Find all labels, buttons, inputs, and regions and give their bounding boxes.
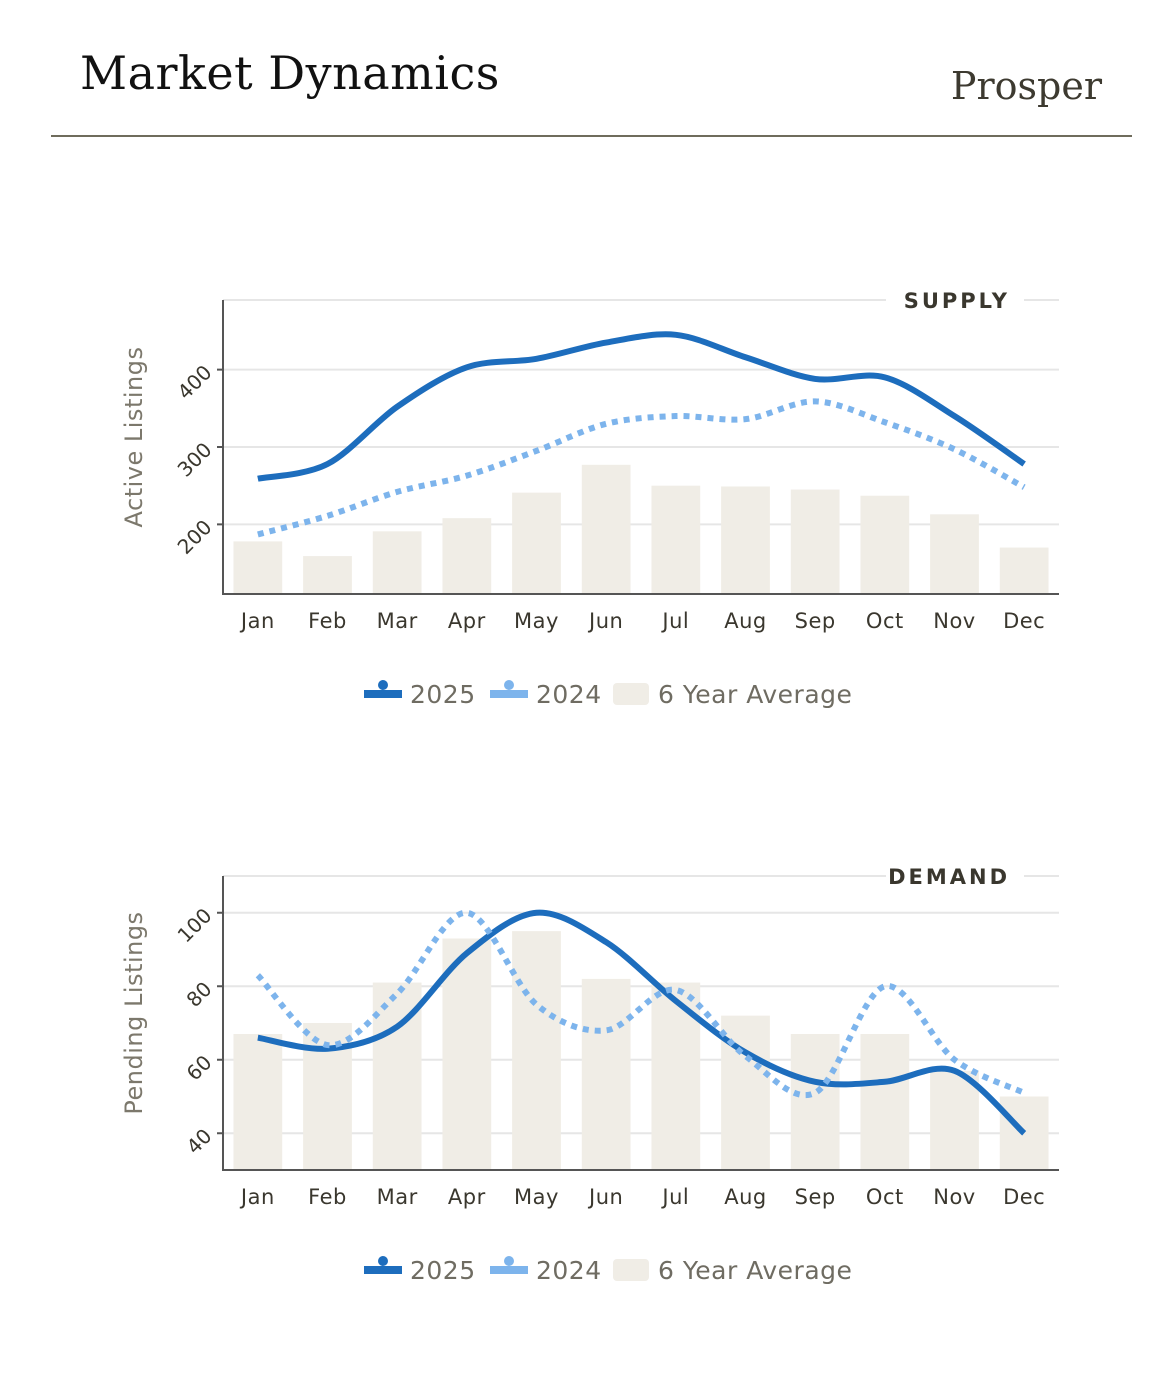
y-tick-label: 80 [182, 977, 217, 1012]
bar-jul [651, 485, 701, 594]
dotted-line-marker-icon [490, 1266, 528, 1274]
line-series-2024 [255, 909, 1026, 1098]
chart-title: SUPPLY [904, 289, 1010, 313]
bar-sep [790, 489, 840, 594]
x-tick-label-nov: Nov [933, 609, 976, 633]
y-tick-label: 100 [173, 903, 217, 947]
legend-marker-dot [378, 1256, 388, 1266]
chart-title: DEMAND [888, 865, 1010, 889]
x-tick-label-dec: Dec [1003, 609, 1045, 633]
x-tick-label-oct: Oct [866, 1185, 904, 1209]
x-tick-label-dec: Dec [1003, 1185, 1045, 1209]
x-tick-label-aug: Aug [724, 1185, 767, 1209]
bar-aug [721, 486, 770, 594]
bar-apr [442, 938, 492, 1170]
bar-oct [860, 1034, 910, 1170]
legend-item-average: 6 Year Average [613, 680, 852, 709]
x-tick-label-jan: Jan [239, 1185, 275, 1209]
legend-item-2025: 2025 [364, 1256, 476, 1285]
x-tick-label-sep: Sep [795, 609, 836, 633]
bar-jun [581, 978, 631, 1170]
x-tick-label-jun: Jun [587, 1185, 623, 1209]
legend-label-2024: 2024 [536, 680, 602, 709]
solid-line-marker-icon [364, 1266, 402, 1274]
x-tick-label-sep: Sep [795, 1185, 836, 1209]
x-tick-label-may: May [514, 609, 559, 633]
bar-dec [999, 1096, 1049, 1170]
bar-mar [372, 531, 422, 594]
x-tick-label-jun: Jun [587, 609, 623, 633]
bar-jan [233, 1034, 283, 1170]
bar-oct [860, 495, 910, 594]
legend-item-2025: 2025 [364, 680, 476, 709]
average-bars [233, 931, 1049, 1170]
x-tick-label-feb: Feb [308, 609, 347, 633]
legend-item-2024: 2024 [490, 1256, 602, 1285]
y-tick-label: 200 [173, 515, 217, 559]
bar-nov [930, 514, 979, 594]
legend-label-average: 6 Year Average [658, 1256, 852, 1285]
y-tick-label: 60 [182, 1050, 217, 1085]
brand-name: Prosper [950, 64, 1102, 108]
chart-title-background [886, 864, 1024, 888]
supply-chart: SUPPLY 200 300 400 Active Listings Jan Feb Mar A… [120, 288, 1059, 709]
bar-jan [233, 541, 283, 594]
x-tick-label-nov: Nov [933, 1185, 976, 1209]
legend-label-average: 6 Year Average [658, 680, 852, 709]
legend-marker-dot [504, 680, 514, 690]
x-tick-label-aug: Aug [724, 609, 767, 633]
solid-line-marker-icon [364, 690, 402, 698]
chart-title-background [886, 288, 1024, 312]
x-tick-label-jul: Jul [660, 609, 689, 633]
page-title: Market Dynamics [80, 46, 500, 100]
bar-nov [930, 1070, 979, 1170]
legend: 2025 2024 6 Year Average [364, 1256, 852, 1285]
bar-may [512, 931, 561, 1170]
x-tick-label-may: May [514, 1185, 559, 1209]
x-tick-label-apr: Apr [448, 609, 486, 633]
line-series-2025 [257, 909, 1027, 1136]
x-tick-label-feb: Feb [308, 1185, 347, 1209]
bar-swatch-icon [613, 1259, 649, 1281]
line-series-2025 [257, 331, 1026, 482]
bar-may [512, 492, 561, 594]
x-tick-label-apr: Apr [448, 1185, 486, 1209]
y-tick-label: 400 [173, 360, 217, 404]
bar-jun [581, 464, 631, 594]
line-series-2024 [257, 398, 1026, 538]
y-tick-label: 40 [182, 1124, 217, 1159]
bar-jul [651, 982, 701, 1170]
legend-item-average: 6 Year Average [613, 1256, 852, 1285]
y-axis-title: Active Listings [120, 347, 148, 528]
legend-label-2024: 2024 [536, 1256, 602, 1285]
x-tick-label-mar: Mar [377, 1185, 418, 1209]
x-tick-label-mar: Mar [377, 609, 418, 633]
dotted-line-marker-icon [490, 690, 528, 698]
header-divider [51, 135, 1132, 137]
bar-dec [999, 547, 1049, 594]
y-axis-title: Pending Listings [120, 911, 148, 1114]
bar-swatch-icon [613, 683, 649, 705]
x-tick-label-jan: Jan [239, 609, 275, 633]
bar-feb [303, 556, 352, 594]
demand-chart: DEMAND 40 60 80 100 Pending Listings Jan Feb Mar… [120, 864, 1059, 1285]
legend-marker-dot [378, 680, 388, 690]
x-tick-label-oct: Oct [866, 609, 904, 633]
bar-apr [442, 518, 492, 594]
bar-sep [790, 1034, 840, 1170]
legend-item-2024: 2024 [490, 680, 602, 709]
legend: 2025 2024 6 Year Average [364, 680, 852, 709]
legend-label-2025: 2025 [410, 680, 476, 709]
legend-label-2025: 2025 [410, 1256, 476, 1285]
legend-marker-dot [504, 1256, 514, 1266]
y-tick-label: 300 [173, 438, 217, 482]
x-tick-label-jul: Jul [660, 1185, 689, 1209]
average-bars [233, 464, 1049, 594]
